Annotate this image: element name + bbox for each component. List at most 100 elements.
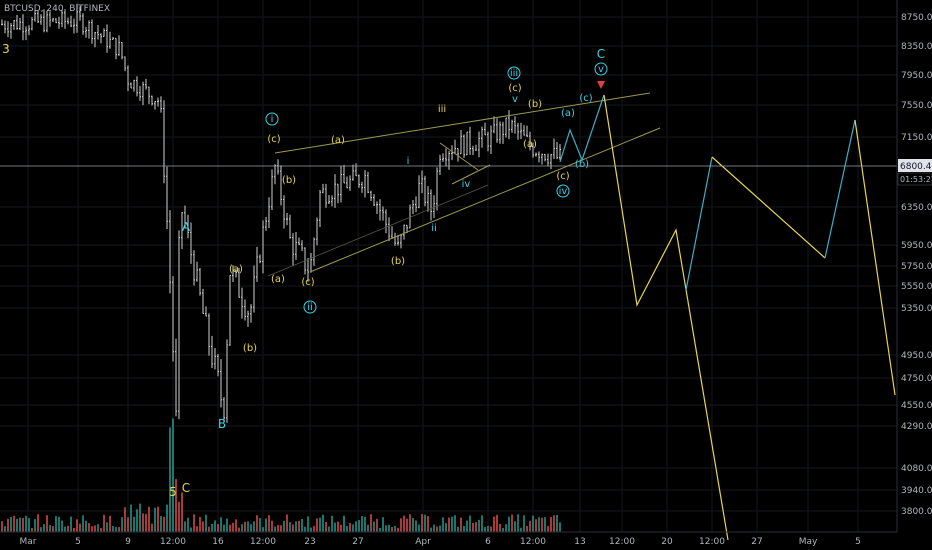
volume-bar (103, 514, 105, 532)
volume-bar (475, 522, 477, 532)
volume-bar (67, 525, 69, 532)
volume-bar (199, 516, 201, 532)
volume-bar (523, 515, 525, 532)
y-tick-label: 4290.00 (901, 422, 932, 432)
volume-bar (319, 517, 321, 532)
wave-label: iv (462, 179, 471, 190)
volume-bar (469, 515, 471, 532)
volume-bar (61, 520, 63, 532)
volume-bar (169, 427, 171, 532)
volume-bar (337, 521, 339, 532)
volume-bar (376, 518, 378, 532)
y-tick-label: 7950.00 (901, 71, 932, 81)
wave-label: iii (510, 68, 518, 79)
volume-bar (367, 524, 369, 532)
volume-bar (331, 515, 333, 532)
wave-label-circle (265, 112, 279, 126)
volume-bar (298, 520, 300, 532)
volume-bar (79, 523, 81, 532)
volume-bar (82, 515, 84, 532)
volume-bar (115, 526, 117, 532)
x-tick-label: 5 (855, 537, 861, 547)
y-tick-label: 4950.00 (901, 351, 932, 361)
y-tick-label: 8350.00 (901, 42, 932, 52)
volume-bar (472, 522, 474, 532)
volume-bar (73, 527, 75, 532)
volume-bar (37, 514, 39, 532)
volume-bar (244, 521, 246, 532)
x-tick-label: Mar (20, 537, 37, 547)
wave-label: (c) (579, 93, 592, 104)
channel-lines (267, 92, 661, 277)
volume-bar (121, 517, 123, 532)
volume-bar (133, 516, 135, 532)
y-tick-label: 8750.00 (901, 13, 932, 23)
volume-bar (361, 516, 363, 532)
volume-bar (118, 527, 120, 532)
y-tick-label: 3940.00 (901, 486, 932, 496)
price-axis[interactable]: 8750.00 8350.00 7950.00 7550.00 7150.00 6350.… (896, 0, 932, 532)
volume-bar (436, 526, 438, 532)
volume-bar (445, 523, 447, 532)
volume-bar (277, 524, 279, 532)
volume-bar (403, 515, 405, 532)
wave-label: (b) (528, 99, 542, 110)
volume-bar (124, 507, 126, 532)
volume-bar (532, 515, 534, 532)
volume-bar (28, 518, 30, 532)
volume-bar (502, 527, 504, 532)
volume-bar (526, 525, 528, 532)
volume-bar (91, 526, 93, 532)
volume-bar (136, 509, 138, 532)
volume-bar (88, 523, 90, 532)
wave-label: (c) (301, 277, 314, 288)
price-badge (898, 159, 932, 172)
volume-bar (130, 504, 132, 532)
volume-bar (409, 514, 411, 532)
channel-line-1 (309, 127, 661, 273)
x-tick-label: 12:00 (609, 537, 635, 547)
volume-bar (151, 523, 153, 532)
wave-label: C (182, 481, 190, 495)
volume-bar (391, 527, 393, 532)
y-tick-label: 7150.00 (901, 133, 932, 143)
countdown-badge (897, 172, 932, 186)
volume-bar (205, 514, 207, 532)
volume-bar (94, 525, 96, 532)
volume-bar (490, 526, 492, 532)
volume-bar (148, 506, 150, 532)
y-tick-label: 5350.00 (901, 304, 932, 314)
volume-bar (352, 524, 354, 532)
wave-label: (a) (271, 274, 285, 285)
wave-label: (b) (391, 256, 405, 267)
volume-bar (226, 518, 228, 532)
volume-bar (529, 520, 531, 532)
wave-label-circle (556, 184, 570, 198)
volume-bar (427, 516, 429, 532)
volume-bar (388, 524, 390, 532)
volume-bar (400, 518, 402, 532)
volume-bar (544, 517, 546, 532)
grid (0, 0, 897, 532)
wave-label: i (271, 114, 274, 125)
volume-bar (100, 527, 102, 532)
volume-bar (457, 526, 459, 532)
volume-bar (535, 519, 537, 532)
volume-bar (346, 526, 348, 532)
volume-bar (22, 517, 24, 532)
volume-bar (433, 524, 435, 532)
volume-bar (256, 515, 258, 532)
x-tick-label: 12:00 (699, 537, 725, 547)
wave-label: (a) (331, 135, 345, 146)
time-axis[interactable]: Mar 5 9 12:00 16 12:00 23 27 Apr 6 12:00 13 12:00 20 1… (0, 531, 897, 547)
volume-bar (355, 521, 357, 532)
volume-bar (385, 525, 387, 532)
volume-bar (58, 516, 60, 532)
x-tick-label: 12:00 (250, 537, 276, 547)
volume-bar (358, 519, 360, 532)
volume-bar (430, 527, 432, 532)
x-tick-label: 27 (751, 537, 762, 547)
volume-bar (208, 526, 210, 532)
volume-bar (238, 527, 240, 532)
volume-bar (229, 524, 231, 532)
